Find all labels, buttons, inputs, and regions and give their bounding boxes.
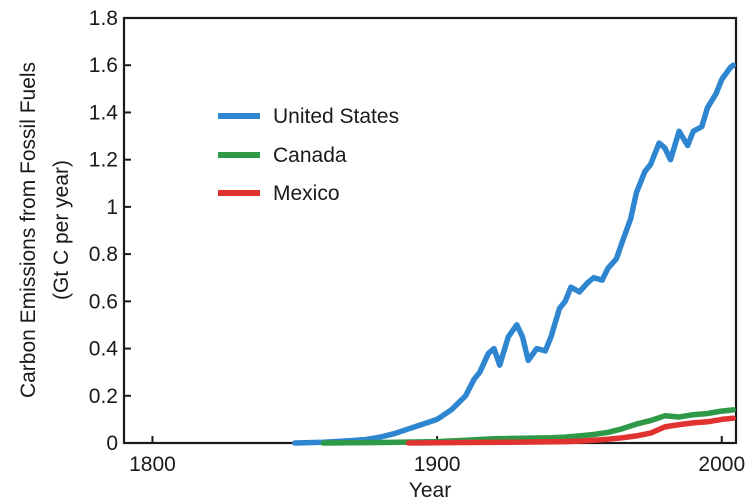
y-axis-title: Carbon Emissions from Fossil Fuels bbox=[17, 62, 40, 398]
y-tick-label: 0.4 bbox=[89, 338, 119, 361]
legend-label-united-states: United States bbox=[273, 105, 399, 128]
y-axis-unit: (Gt C per year) bbox=[50, 160, 73, 300]
y-tick-label: 1.2 bbox=[89, 149, 118, 172]
y-axis-ticks: 0 0.2 0.4 0.6 0.8 1 1.2 1.4 1.6 1.8 bbox=[89, 7, 131, 455]
y-tick-label: 1 bbox=[106, 196, 118, 219]
series-line-united-states bbox=[292, 62, 736, 446]
legend-label-mexico: Mexico bbox=[273, 182, 340, 205]
y-tick-label: 0.6 bbox=[89, 290, 118, 313]
x-tick-label: 2000 bbox=[698, 453, 745, 476]
series-line-mexico bbox=[405, 415, 736, 446]
x-tick-label: 1800 bbox=[129, 453, 176, 476]
y-tick-label: 0 bbox=[106, 432, 118, 455]
legend-label-canada: Canada bbox=[273, 144, 347, 167]
y-tick-label: 0.8 bbox=[89, 243, 118, 266]
x-axis-title: Year bbox=[409, 479, 451, 501]
x-axis-ticks: 1800 1900 2000 bbox=[129, 436, 745, 476]
series-layer bbox=[292, 62, 736, 446]
y-tick-label: 0.2 bbox=[89, 385, 118, 408]
x-tick-label: 1900 bbox=[414, 453, 461, 476]
y-tick-label: 1.8 bbox=[89, 7, 118, 30]
plot-frame bbox=[122, 16, 738, 445]
y-tick-label: 1.4 bbox=[89, 101, 119, 124]
legend: United States Canada Mexico bbox=[218, 105, 399, 205]
y-tick-label: 1.6 bbox=[89, 54, 118, 77]
